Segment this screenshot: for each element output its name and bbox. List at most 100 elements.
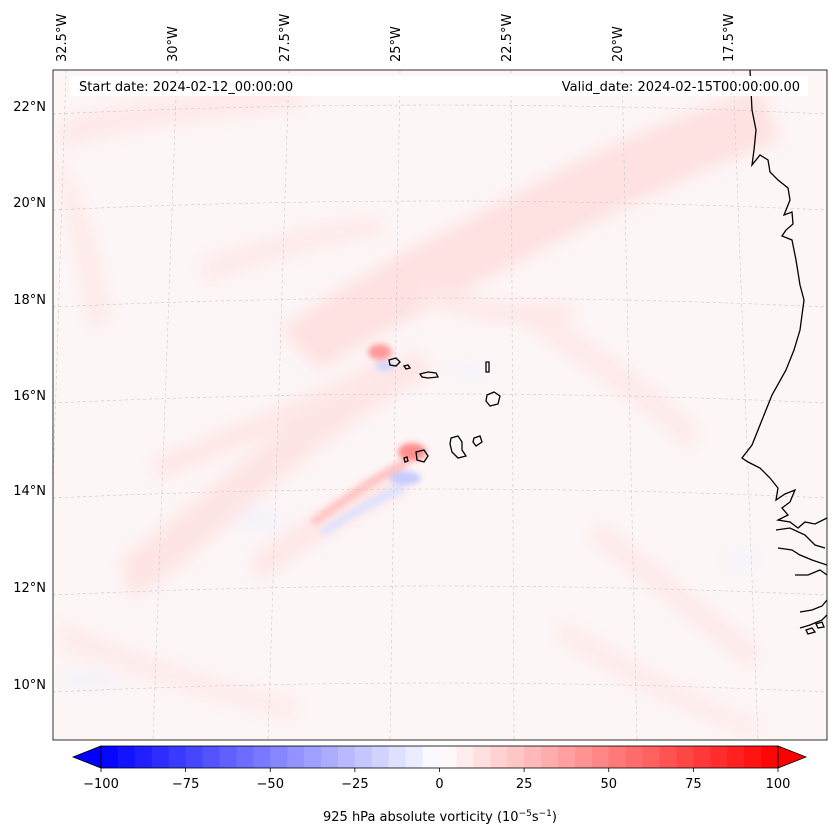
- colorbar: −100 −75 −50 −25 0 25 50 75 100 925 hPa absolute…: [71, 745, 808, 825]
- colorbar-swatch: [473, 746, 491, 768]
- meridian-line: [152, 70, 178, 740]
- sal-island: [485, 361, 490, 373]
- coastlines: [388, 70, 827, 635]
- colorbar-swatch: [659, 746, 678, 768]
- lon-label: 27.5°W: [278, 14, 293, 62]
- meridian-line: [510, 70, 515, 740]
- colorbar-swatch: [236, 746, 254, 768]
- colorbar-swatch: [287, 746, 305, 768]
- parallel-line: [53, 104, 827, 115]
- colorbar-tick-label: −25: [341, 777, 368, 792]
- latitude-labels: 22°N 20°N 18°N 16°N 14°N 12°N 10°N: [13, 100, 46, 693]
- colorbar-swatch: [168, 746, 187, 768]
- lon-label: 20°W: [611, 26, 626, 62]
- info-banner: [70, 76, 808, 96]
- colorbar-swatches: [101, 746, 779, 768]
- colorbar-label-end: ): [552, 810, 557, 825]
- colorbar-swatch: [608, 746, 627, 768]
- longitude-labels: 32.5°W 30°W 27.5°W 25°W 22.5°W 20°W 17.5…: [55, 14, 737, 62]
- lat-label: 20°N: [13, 196, 46, 211]
- colorbar-swatch: [456, 746, 474, 768]
- colorbar-min-extend-arrow: [71, 745, 102, 769]
- boa-vista-island: [485, 391, 501, 407]
- colorbar-label-exponent: −5: [519, 809, 532, 819]
- lat-label: 16°N: [13, 389, 46, 404]
- colorbar-tick-label: 0: [435, 777, 443, 792]
- colorbar-swatch: [185, 746, 204, 768]
- colorbar-swatch: [253, 746, 271, 768]
- colorbar-swatch: [270, 746, 288, 768]
- sao-vicente-island: [402, 364, 412, 370]
- bissagos-islands: [805, 621, 825, 635]
- parallel-line: [53, 488, 827, 499]
- parallel-line: [53, 200, 827, 211]
- colorbar-label-text: 925 hPa absolute vorticity (10: [323, 810, 519, 825]
- sao-nicolau-island: [418, 371, 440, 379]
- lat-label: 18°N: [13, 293, 46, 308]
- colorbar-swatch: [642, 746, 661, 768]
- meridian-line: [389, 70, 401, 740]
- fogo-island: [415, 449, 429, 463]
- colorbar-swatch: [371, 746, 390, 768]
- colorbar-tick-label: 50: [600, 777, 617, 792]
- colorbar-swatch: [354, 746, 373, 768]
- start-date-label: Start date: 2024-02-12_00:00:00: [79, 80, 293, 95]
- colorbar-tick-label: 25: [516, 777, 533, 792]
- meridian-line: [732, 70, 759, 740]
- lon-label: 25°W: [389, 26, 404, 62]
- colorbar-swatch: [405, 746, 424, 768]
- colorbar-swatch: [321, 746, 339, 768]
- parallel-line: [53, 393, 827, 404]
- brava-island: [403, 456, 409, 463]
- colorbar-tick-label: −100: [83, 777, 119, 792]
- lon-label: 17.5°W: [722, 14, 737, 62]
- colorbar-tick-label: −50: [257, 777, 284, 792]
- lon-label: 32.5°W: [55, 14, 70, 62]
- colorbar-swatch: [219, 746, 238, 768]
- colorbar-swatch: [591, 746, 610, 768]
- colorbar-swatch: [676, 746, 694, 768]
- parallel-line: [53, 585, 827, 596]
- colorbar-swatch: [439, 746, 458, 768]
- meridian-line: [267, 70, 290, 740]
- colorbar-swatch: [304, 746, 322, 768]
- colorbar-swatch: [151, 746, 170, 768]
- map-frame: [52, 69, 828, 741]
- colorbar-swatch: [202, 746, 221, 768]
- maio-island: [472, 435, 483, 447]
- colorbar-swatch: [134, 746, 153, 768]
- colorbar-swatch: [710, 746, 728, 768]
- colorbar-swatch: [557, 746, 576, 768]
- colorbar-swatch: [625, 746, 644, 768]
- santiago-island: [449, 435, 468, 459]
- colorbar-swatch: [337, 746, 356, 768]
- colorbar-tick-label: 100: [766, 777, 791, 792]
- colorbar-swatch: [524, 746, 542, 768]
- colorbar-tick-label: 75: [685, 777, 702, 792]
- africa-coastline: [741, 70, 827, 629]
- lat-label: 14°N: [13, 484, 46, 499]
- colorbar-swatch: [422, 746, 441, 768]
- graticule: [53, 70, 827, 740]
- colorbar-swatch: [101, 746, 119, 768]
- colorbar-ticks: −100 −75 −50 −25 0 25 50 75 100: [83, 768, 790, 792]
- lat-label: 22°N: [13, 100, 46, 115]
- meridian-line: [621, 70, 638, 740]
- colorbar-swatch: [117, 746, 136, 768]
- colorbar-label: 925 hPa absolute vorticity (10−5s−1): [323, 809, 557, 825]
- parallel-line: [53, 297, 827, 308]
- colorbar-swatch: [727, 746, 745, 768]
- colorbar-swatch: [541, 746, 559, 768]
- colorbar-swatch: [507, 746, 525, 768]
- lat-label: 10°N: [13, 678, 46, 693]
- island-vorticity-dipoles: [310, 344, 426, 536]
- colorbar-label-exponent: −1: [539, 809, 552, 819]
- colorbar-tick-label: −75: [172, 777, 199, 792]
- vorticity-field: [53, 70, 827, 740]
- map-area[interactable]: [53, 70, 827, 740]
- colorbar-swatch: [761, 746, 779, 768]
- positive-vorticity-bands: [55, 85, 780, 738]
- valid-date-label: Valid_date: 2024-02-15T00:00:00.00: [562, 80, 800, 95]
- negative-vorticity-patches: [60, 362, 760, 688]
